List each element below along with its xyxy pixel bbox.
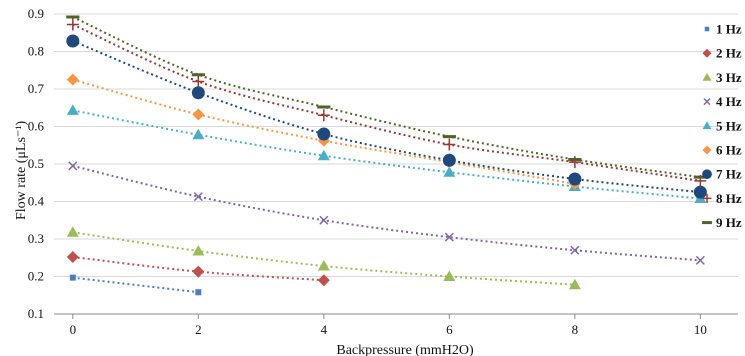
data-point (702, 169, 712, 180)
x-tick-label: 0 (70, 322, 77, 337)
data-markers (66, 15, 707, 296)
legend-label: 8 Hz (716, 191, 742, 206)
data-point (443, 138, 456, 151)
data-point (192, 128, 205, 140)
data-point (695, 255, 705, 265)
data-point (444, 232, 454, 242)
data-point (702, 145, 712, 155)
legend: 1 Hz 2 Hz 3 Hz 4 Hz 5 Hz 6 Hz 7 Hz 8 Hz 9 Hz (702, 22, 742, 230)
data-point (443, 270, 456, 281)
data-point (568, 158, 582, 161)
data-point (68, 161, 78, 171)
x-axis-label: Backpressure (mmH2O) (336, 343, 474, 356)
legend-label: 5 Hz (716, 118, 742, 133)
data-point (192, 245, 205, 256)
series-line (72, 231, 575, 286)
data-point (66, 226, 79, 237)
legend-label: 7 Hz (716, 167, 742, 182)
data-point (317, 274, 330, 287)
series-line (72, 109, 701, 200)
grid-lines (54, 13, 738, 277)
y-tick-label: 0.9 (28, 6, 44, 21)
x-tick-label: 6 (446, 322, 453, 337)
data-point (317, 105, 331, 109)
y-tick-label: 0.1 (28, 306, 44, 321)
data-point (192, 108, 205, 121)
legend-label: 6 Hz (716, 143, 742, 158)
data-point (66, 15, 80, 19)
data-point (191, 73, 205, 77)
legend-label: 4 Hz (716, 94, 742, 109)
y-tick-label: 0.5 (28, 156, 44, 171)
data-point (702, 221, 712, 225)
data-point (317, 127, 331, 141)
data-point (702, 121, 712, 130)
data-point (66, 251, 79, 263)
series-line (72, 276, 199, 294)
y-tick-label: 0.6 (28, 119, 45, 134)
series-line (72, 78, 576, 185)
data-point (66, 104, 79, 115)
data-point (192, 265, 205, 278)
data-point (702, 193, 712, 203)
data-point (693, 185, 707, 199)
data-point (568, 172, 582, 186)
data-point (702, 72, 712, 81)
series-line (72, 23, 701, 182)
data-point (442, 135, 456, 139)
x-tick-label: 2 (195, 322, 202, 337)
data-point (66, 18, 79, 31)
data-point (442, 153, 456, 167)
series-line (72, 40, 701, 194)
x-tick-label: 10 (694, 322, 707, 337)
data-point (704, 26, 710, 32)
series-line (72, 16, 701, 179)
data-point (193, 192, 203, 202)
y-tick-label: 0.7 (28, 81, 45, 96)
y-tick-label: 0.8 (28, 44, 44, 59)
legend-label: 2 Hz (716, 46, 742, 61)
data-point (319, 215, 329, 225)
data-point (702, 48, 712, 58)
tick-labels: 0.1 0.2 0.3 0.4 0.5 0.6 0.7 0.8 0.9 0 2 4 6 8 10 (28, 6, 707, 337)
y-tick-label: 0.2 (28, 269, 44, 284)
axes (54, 313, 738, 319)
data-point (317, 149, 330, 161)
data-point (191, 86, 205, 100)
data-point (66, 73, 79, 86)
trend-lines (72, 16, 701, 294)
data-point (66, 34, 80, 48)
data-point (195, 289, 202, 296)
series-line (72, 164, 701, 262)
legend-label: 9 Hz (716, 215, 742, 230)
data-point (568, 278, 581, 290)
data-point (317, 260, 330, 271)
x-tick-label: 8 (572, 322, 579, 337)
y-tick-label: 0.3 (28, 231, 44, 246)
data-point (317, 109, 330, 122)
data-point (703, 98, 711, 106)
legend-label: 1 Hz (716, 22, 742, 37)
data-point (192, 75, 205, 88)
legend-label: 3 Hz (716, 70, 742, 85)
x-tick-label: 4 (321, 322, 328, 337)
data-point (443, 166, 456, 177)
y-tick-label: 0.4 (28, 194, 45, 209)
y-axis-label: Flow rate (μLs⁻¹) (14, 120, 29, 220)
data-point (693, 175, 707, 179)
data-point (570, 245, 580, 255)
data-point (69, 274, 76, 281)
